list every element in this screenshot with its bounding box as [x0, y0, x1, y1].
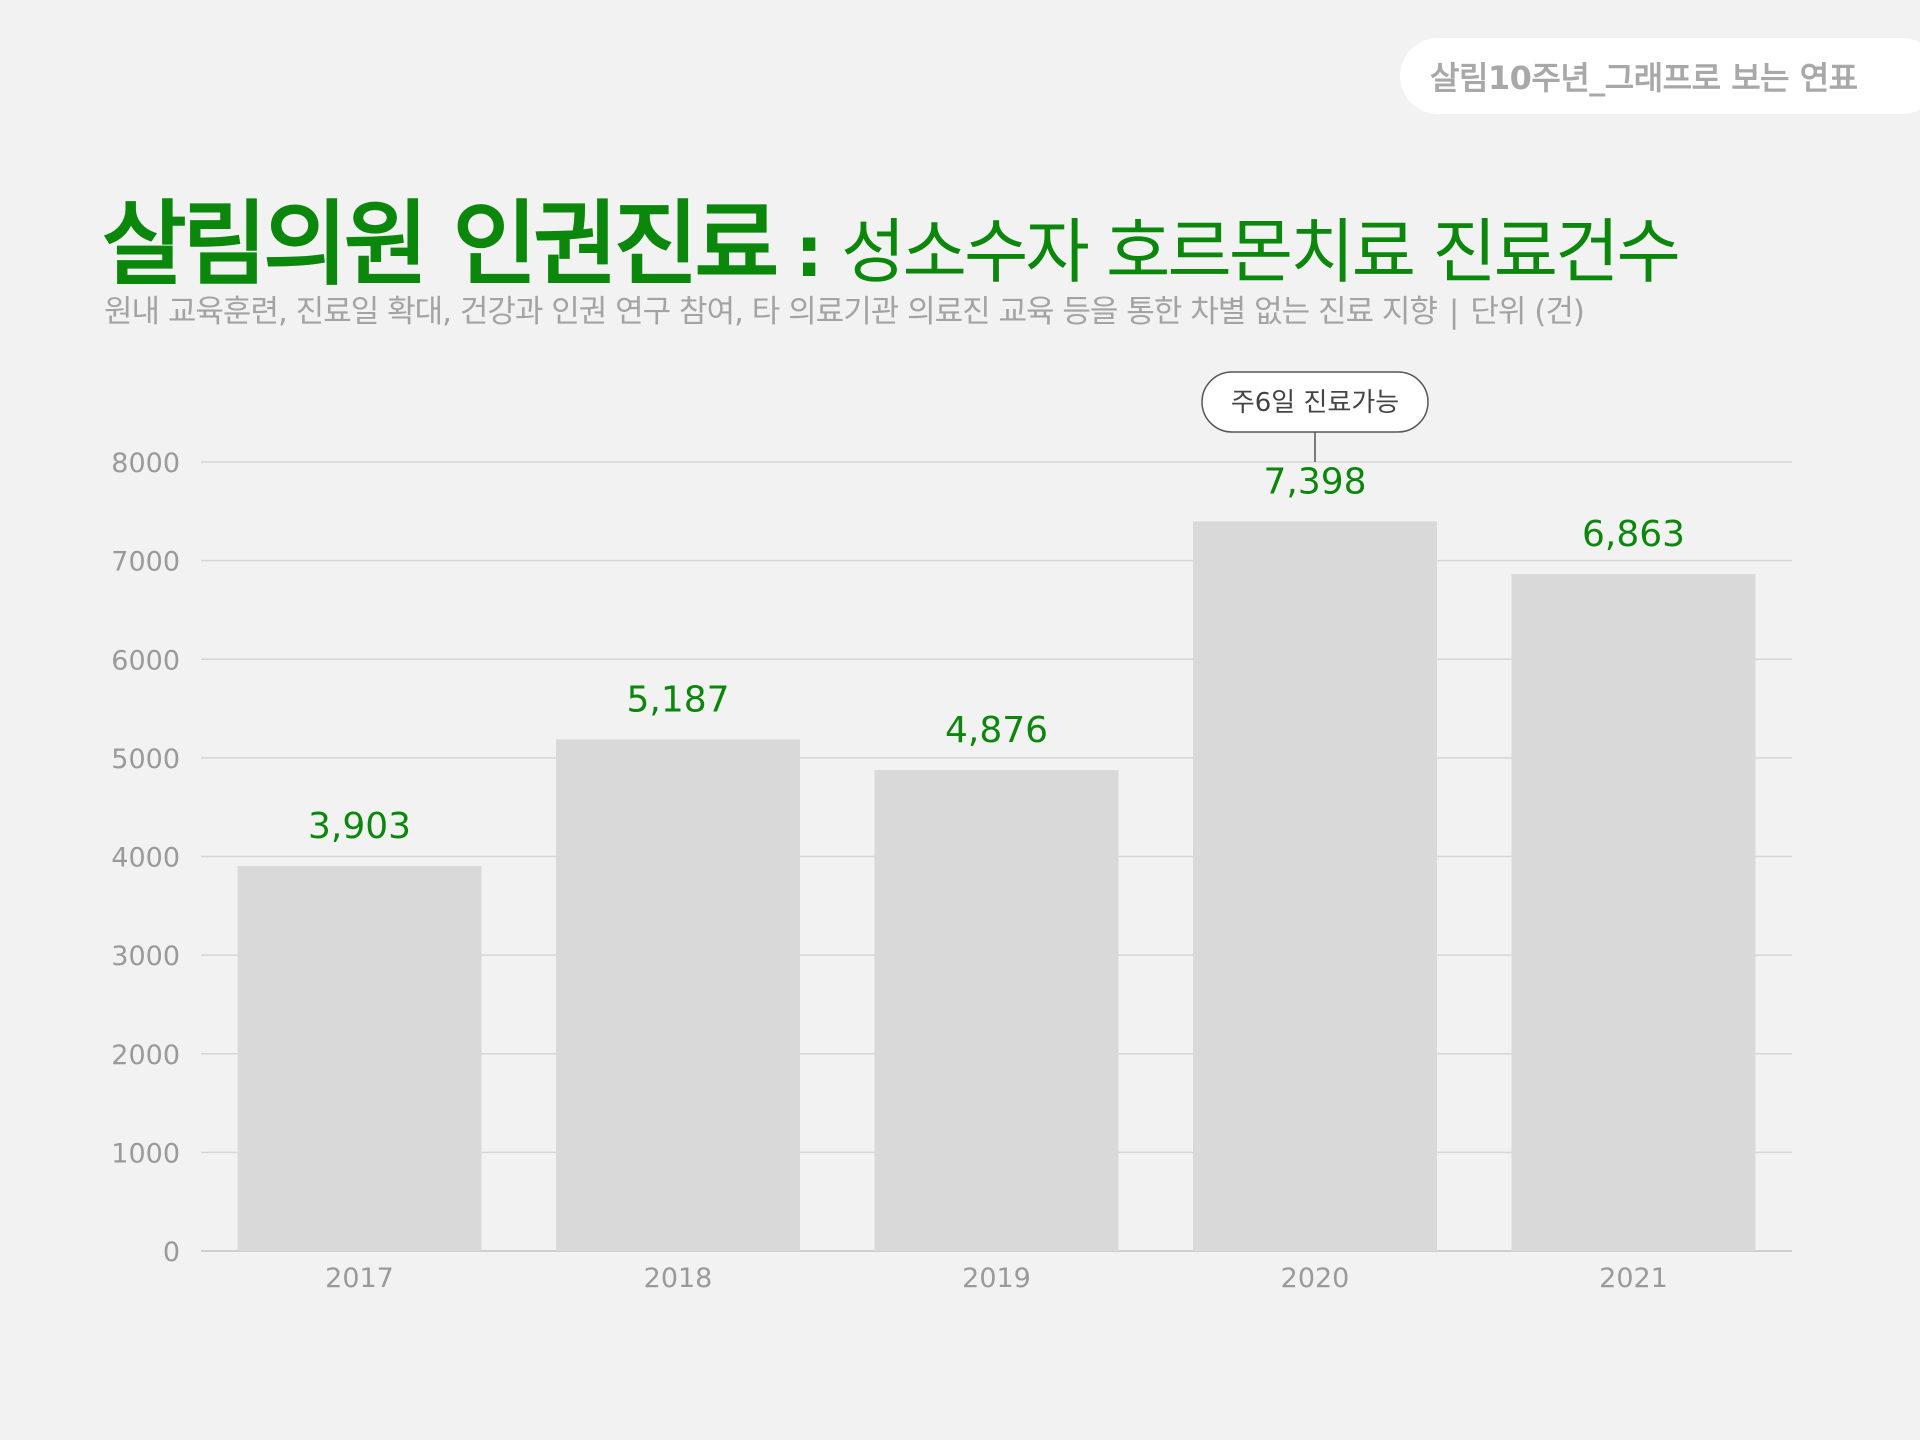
value-label: 4,876 — [945, 710, 1048, 751]
annotation-text: 주6일 진료가능 — [1231, 388, 1399, 418]
x-tick-label: 2020 — [1281, 1263, 1350, 1294]
y-tick-label: 0 — [163, 1237, 180, 1268]
subtitle-description: 원내 교육훈련, 진료일 확대, 건강과 인권 연구 참여, 타 의료기관 의료… — [104, 294, 1438, 330]
subtitle-separator: | — [1448, 294, 1460, 330]
y-tick-label: 7000 — [111, 547, 180, 578]
x-tick-label: 2017 — [325, 1263, 394, 1294]
x-tick-label: 2019 — [962, 1263, 1031, 1294]
page-title: 살림의원 인권진료 : 성소수자 호르몬치료 진료건수 — [102, 170, 1681, 303]
bar — [1511, 574, 1756, 1251]
title-sub: 성소수자 호르몬치료 진료건수 — [841, 211, 1681, 293]
title-main: 살림의원 인권진료 — [102, 191, 779, 298]
y-tick-label: 1000 — [111, 1138, 180, 1169]
y-tick-label: 8000 — [111, 448, 180, 479]
value-label: 7,398 — [1263, 461, 1366, 502]
value-label: 3,903 — [308, 806, 411, 847]
value-label: 5,187 — [626, 679, 729, 720]
page-subtitle: 원내 교육훈련, 진료일 확대, 건강과 인권 연구 참여, 타 의료기관 의료… — [104, 286, 1585, 331]
bar — [874, 770, 1119, 1251]
y-tick-label: 6000 — [111, 645, 180, 676]
bar — [556, 739, 800, 1251]
y-tick-label: 5000 — [111, 744, 180, 775]
y-tick-label: 3000 — [111, 941, 180, 972]
x-tick-label: 2018 — [644, 1263, 713, 1294]
x-tick-label: 2021 — [1599, 1263, 1668, 1294]
y-tick-label: 2000 — [111, 1040, 180, 1071]
bar — [1193, 521, 1437, 1251]
header-tag-text: 살림10주년_그래프로 보는 연표 — [1430, 59, 1858, 97]
header-tag: 살림10주년_그래프로 보는 연표 — [1400, 38, 1920, 114]
bar — [237, 866, 482, 1251]
title-colon: : — [795, 211, 824, 293]
y-tick-label: 4000 — [111, 843, 180, 874]
value-label: 6,863 — [1582, 514, 1685, 555]
subtitle-unit: 단위 (건) — [1470, 294, 1585, 330]
